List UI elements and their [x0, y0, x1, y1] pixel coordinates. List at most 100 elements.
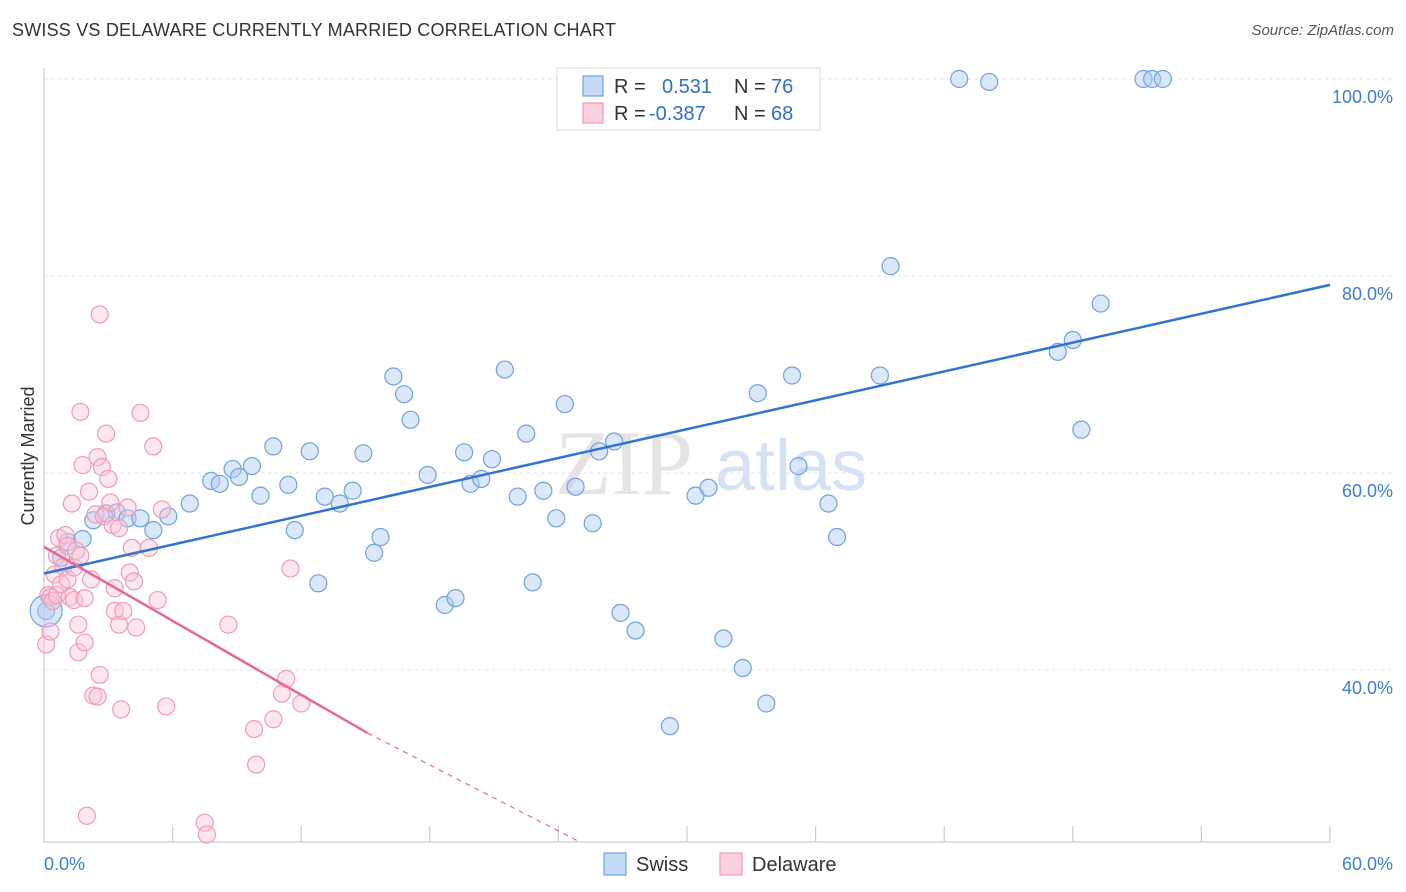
delaware-n-label: N = — [734, 103, 766, 125]
delaware-n-value: 68 — [771, 103, 793, 125]
swiss-point — [523, 573, 542, 592]
swiss-point — [251, 486, 270, 505]
swiss-legend-swatch — [582, 75, 604, 97]
delaware-bottom-label: Delaware — [752, 854, 836, 876]
swiss-point — [285, 521, 304, 540]
delaware-point — [219, 615, 238, 634]
swiss-point — [547, 509, 566, 528]
delaware-point — [90, 305, 109, 324]
delaware-trend-line — [43, 545, 369, 735]
delaware-point — [131, 403, 150, 423]
swiss-r-value: 0.531 — [662, 76, 712, 98]
delaware-r-label: R = — [614, 103, 646, 125]
axes — [43, 68, 1331, 843]
delaware-point — [71, 546, 90, 565]
swiss-points — [29, 69, 1172, 736]
swiss-point — [418, 465, 437, 485]
stats-legend: R = 0.531 N = 76 R = -0.387 N = 68 — [556, 67, 821, 131]
delaware-point — [41, 622, 60, 641]
swiss-point — [566, 477, 585, 496]
delaware-point — [75, 633, 94, 652]
delaware-point — [56, 525, 75, 545]
delaware-point — [77, 806, 96, 825]
y-tick-label: 60.0% — [1342, 481, 1393, 501]
chart-title: SWISS VS DELAWARE CURRENTLY MARRIED CORR… — [12, 20, 617, 40]
swiss-point — [819, 494, 838, 513]
delaware-point — [157, 697, 176, 716]
swiss-point — [980, 72, 999, 92]
swiss-point — [626, 621, 645, 640]
swiss-point — [881, 257, 900, 276]
swiss-point — [748, 384, 767, 403]
delaware-point — [112, 700, 131, 719]
swiss-point — [1091, 294, 1110, 313]
watermark-zip: ZIP — [555, 412, 693, 514]
delaware-point — [88, 448, 107, 467]
swiss-point — [611, 603, 630, 622]
swiss-point — [555, 394, 574, 414]
delaware-point — [195, 813, 214, 832]
swiss-point — [242, 457, 262, 476]
swiss-point — [435, 595, 454, 615]
swiss-point — [583, 514, 602, 533]
delaware-point — [92, 457, 111, 477]
swiss-point — [733, 658, 752, 678]
delaware-point — [73, 456, 92, 475]
delaware-r-value: -0.387 — [649, 103, 706, 125]
swiss-point — [315, 487, 334, 506]
delaware-point — [75, 588, 94, 608]
delaware-point — [264, 710, 283, 729]
chart-source: Source: ZipAtlas.com — [1251, 22, 1394, 39]
delaware-point — [118, 498, 137, 517]
swiss-point — [264, 437, 283, 456]
swiss-point — [37, 601, 56, 621]
swiss-point — [482, 450, 502, 469]
swiss-point — [354, 444, 373, 463]
x-tick-labels: 0.0% 60.0% — [44, 854, 1393, 874]
swiss-point — [144, 521, 163, 540]
swiss-point — [300, 442, 319, 461]
swiss-point — [229, 467, 249, 487]
delaware-point — [152, 500, 171, 519]
swiss-point — [364, 543, 384, 562]
swiss-point — [495, 360, 514, 379]
swiss-point — [371, 527, 390, 547]
delaware-point — [197, 825, 216, 844]
swiss-point — [950, 69, 969, 89]
x-tick-label-min: 0.0% — [44, 854, 85, 874]
swiss-trend-line — [43, 283, 1331, 575]
swiss-point — [384, 367, 403, 386]
gridlines — [44, 78, 1392, 671]
delaware-point — [62, 494, 81, 513]
delaware-point — [69, 615, 88, 634]
swiss-point — [714, 629, 733, 648]
delaware-point — [247, 755, 266, 774]
swiss-point — [1153, 69, 1172, 89]
x-tick-label-max: 60.0% — [1342, 854, 1393, 874]
swiss-point — [827, 527, 847, 547]
swiss-point — [660, 717, 679, 736]
series-legend: Swiss Delaware — [603, 852, 836, 876]
swiss-point — [870, 366, 890, 385]
delaware-point — [148, 590, 167, 610]
y-tick-label: 100.0% — [1332, 87, 1393, 107]
swiss-point — [401, 410, 420, 429]
swiss-point — [454, 443, 474, 462]
swiss-point — [534, 481, 553, 500]
swiss-point — [517, 424, 536, 443]
delaware-point — [109, 615, 129, 634]
swiss-point — [180, 494, 199, 513]
swiss-point — [159, 507, 178, 526]
delaware-point — [101, 493, 120, 512]
delaware-point — [114, 601, 133, 621]
delaware-point — [99, 469, 118, 489]
swiss-point — [789, 457, 808, 476]
y-tick-labels: 40.0% 60.0% 80.0% 100.0% — [1332, 87, 1393, 698]
delaware-point — [79, 482, 99, 501]
swiss-point — [343, 481, 362, 500]
swiss-point — [699, 478, 718, 497]
swiss-bottom-swatch — [603, 852, 627, 876]
delaware-point — [97, 424, 116, 443]
swiss-point — [394, 385, 414, 404]
